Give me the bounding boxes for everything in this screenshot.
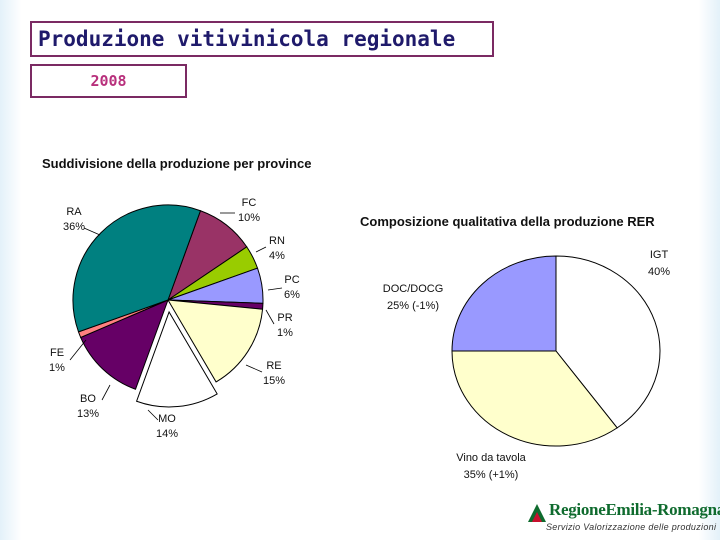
value-label-bo: 13% bbox=[77, 408, 99, 420]
category-label-mo: MO bbox=[158, 413, 176, 425]
logo-subtitle: Servizio Valorizzazione delle produzioni bbox=[546, 522, 717, 532]
category-label-rn: RN bbox=[269, 235, 285, 247]
pie-slice-re bbox=[167, 299, 264, 383]
region-emblem-icon bbox=[528, 504, 546, 522]
value-label-doc-docg: 25% (-1%) bbox=[387, 300, 439, 312]
category-label-pc: PC bbox=[284, 274, 299, 286]
region-logo: RegioneEmilia-Romagna Servizio Valorizza… bbox=[526, 498, 720, 536]
pie-labels: RA 36% FC 10% RN 4% PC 6% PR 1% RE 15% MO 14% BO 13% FE 1… bbox=[49, 197, 670, 481]
pie-slice-mo bbox=[135, 310, 218, 408]
leader-line-re bbox=[245, 364, 263, 373]
pie-slice-bo bbox=[80, 299, 169, 390]
leader-line-pr bbox=[265, 309, 275, 325]
value-label-pc: 6% bbox=[284, 289, 300, 301]
category-label-fe: FE bbox=[50, 347, 64, 359]
provinces-pie bbox=[72, 204, 264, 408]
leader-line-bo bbox=[101, 384, 111, 401]
provinces-chart-title: Suddivisione della produzione per provin… bbox=[42, 156, 312, 171]
category-label-vino-da-tavola: Vino da tavola bbox=[456, 452, 526, 464]
page-title: Produzione vitivinicola regionale bbox=[30, 21, 494, 57]
category-label-igt: IGT bbox=[650, 249, 669, 261]
pie-slice-ra bbox=[72, 204, 202, 333]
value-label-fe: 1% bbox=[49, 362, 65, 374]
leader-line-pc bbox=[267, 287, 283, 291]
leader-line-rn bbox=[255, 246, 267, 253]
category-label-fc: FC bbox=[242, 197, 257, 209]
value-label-rn: 4% bbox=[269, 250, 285, 262]
leader-line-fe bbox=[69, 339, 87, 361]
quality-chart-title: Composizione qualitativa della produzion… bbox=[360, 214, 655, 229]
category-label-doc-docg: DOC/DOCG bbox=[383, 283, 444, 295]
value-label-ra: 36% bbox=[63, 221, 85, 233]
pie-slice-igt bbox=[555, 255, 661, 429]
year-label: 2008 bbox=[30, 64, 187, 98]
value-label-re: 15% bbox=[263, 375, 285, 387]
value-label-mo: 14% bbox=[156, 428, 178, 440]
value-label-igt: 40% bbox=[648, 266, 670, 278]
value-label-vino-da-tavola: 35% (+1%) bbox=[464, 469, 519, 481]
category-label-re: RE bbox=[266, 360, 281, 372]
category-label-ra: RA bbox=[66, 206, 82, 218]
category-label-bo: BO bbox=[80, 393, 96, 405]
value-label-pr: 1% bbox=[277, 327, 293, 339]
pie-slice-vino-da-tavola bbox=[451, 350, 618, 447]
value-label-fc: 10% bbox=[238, 212, 260, 224]
leader-line-mo bbox=[147, 409, 159, 421]
pie-slice-doc-docg bbox=[451, 255, 557, 352]
logo-name: RegioneEmilia-Romagna bbox=[549, 500, 720, 519]
category-label-pr: PR bbox=[277, 312, 292, 324]
leader-line-ra bbox=[83, 227, 101, 236]
quality-pie bbox=[451, 255, 661, 447]
